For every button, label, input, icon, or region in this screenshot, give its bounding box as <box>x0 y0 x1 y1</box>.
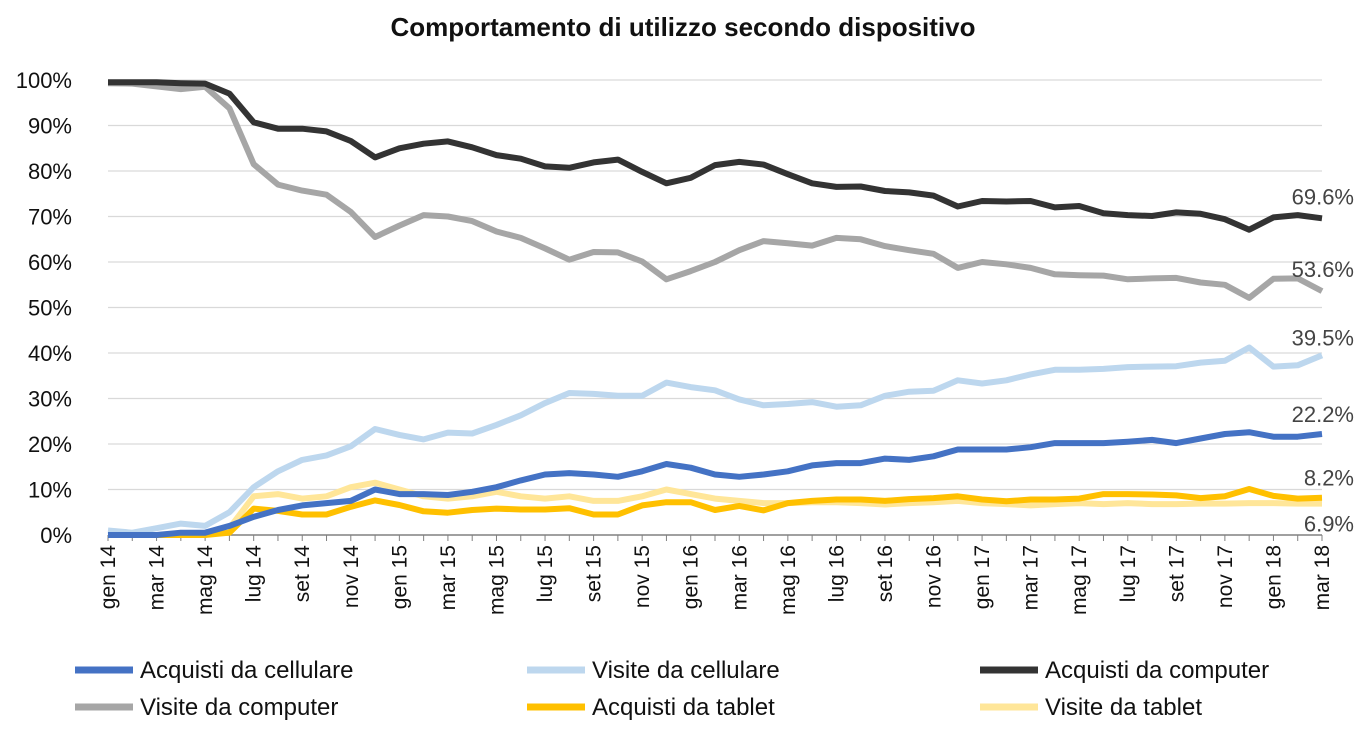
x-tick-label: mar 16 <box>728 545 751 610</box>
x-tick-label: gen 15 <box>388 545 411 609</box>
legend-label: Acquisti da cellulare <box>140 657 353 684</box>
y-tick-label: 60% <box>28 250 72 275</box>
end-labels: 22.2% 39.5% 69.6% 53.6% 8.2% 6.9% <box>1292 184 1354 536</box>
x-tick-label: mag 14 <box>194 545 217 615</box>
x-tick-label: set 16 <box>874 545 897 602</box>
x-tick-label: lug 14 <box>243 545 266 603</box>
y-tick-label: 30% <box>28 387 72 412</box>
x-tick-label: mag 16 <box>777 545 800 615</box>
y-tick-label: 90% <box>28 114 72 139</box>
end-label: 22.2% <box>1292 402 1354 427</box>
x-tick-label: set 17 <box>1165 545 1188 602</box>
y-tick-label: 40% <box>28 341 72 366</box>
legend-label: Acquisti da computer <box>1045 657 1269 684</box>
y-axis-ticks: 0% 10% 20% 30% 40% 50% 60% 70% 80% 90% 100% <box>16 68 72 548</box>
end-label: 6.9% <box>1304 512 1354 537</box>
x-tick-label: gen 18 <box>1262 545 1285 609</box>
x-tick-label: mar 14 <box>146 545 169 611</box>
gridlines <box>108 79 1322 491</box>
series-line-4 <box>108 486 1323 538</box>
y-tick-label: 50% <box>28 296 72 321</box>
x-tick-label: lug 15 <box>534 545 557 602</box>
y-tick-label: 0% <box>40 523 72 548</box>
x-tick-label: gen 17 <box>971 545 994 609</box>
x-tick-label: mar 15 <box>437 545 460 610</box>
y-tick-label: 70% <box>28 205 72 230</box>
x-tick-label: mar 18 <box>1311 545 1334 610</box>
series-line-3 <box>107 80 1324 301</box>
end-label: 53.6% <box>1292 257 1354 282</box>
x-tick-label: gen 16 <box>680 545 703 609</box>
x-tick-label: mag 15 <box>485 545 508 615</box>
y-tick-label: 80% <box>28 159 72 184</box>
x-tick-label: mar 17 <box>1020 545 1043 610</box>
x-axis: gen 14 mar 14 mag 14 lug 14 set 14 nov 14 gen … <box>97 534 1334 615</box>
x-tick-label: lug 16 <box>825 545 848 602</box>
x-tick-label: nov 15 <box>631 545 654 608</box>
legend-label: Visite da cellulare <box>592 657 780 684</box>
y-tick-label: 10% <box>28 478 72 503</box>
series-lines <box>107 79 1324 538</box>
series-line-5 <box>108 479 1322 538</box>
x-tick-label: nov 16 <box>923 545 946 608</box>
series-line-0 <box>108 429 1323 538</box>
series-line-2 <box>108 79 1323 233</box>
x-tick-label: gen 14 <box>97 545 120 610</box>
x-tick-label: nov 17 <box>1214 545 1237 608</box>
y-tick-label: 20% <box>28 432 72 457</box>
x-tick-label: lug 17 <box>1117 545 1140 602</box>
series-line-1 <box>107 344 1324 536</box>
legend-label: Visite da computer <box>140 694 338 721</box>
end-label: 39.5% <box>1292 325 1354 350</box>
end-label: 8.2% <box>1304 466 1354 491</box>
x-tick-label: set 15 <box>583 545 606 602</box>
x-tick-label: mag 17 <box>1068 545 1091 615</box>
y-tick-label: 100% <box>16 68 72 93</box>
legend-label: Visite da tablet <box>1045 694 1202 721</box>
chart-title: Comportamento di utilizzo secondo dispos… <box>390 12 975 42</box>
x-tick-label: set 14 <box>291 545 314 603</box>
x-tick-label: nov 14 <box>340 545 363 608</box>
legend: Acquisti da cellulare Visite da cellulare… <box>75 657 1269 721</box>
end-label: 69.6% <box>1292 184 1354 209</box>
legend-label: Acquisti da tablet <box>592 694 775 721</box>
